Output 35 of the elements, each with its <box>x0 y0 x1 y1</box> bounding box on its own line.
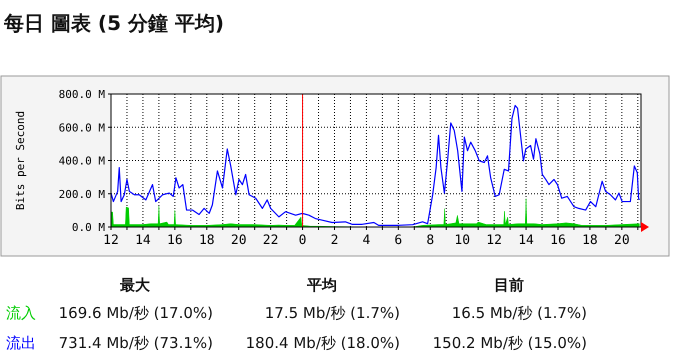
text: 最大 <box>119 276 151 294</box>
x-tick-label: 12 <box>486 233 502 248</box>
x-tick-label: 0 <box>298 233 306 248</box>
y-tick-label: 400.0 M <box>58 154 106 168</box>
x-tick-label: 14 <box>135 233 151 248</box>
text: 流出 <box>6 334 36 352</box>
x-tick-label: 8 <box>426 233 434 248</box>
text: 16.5 Mb/秒 (1.7%) <box>452 304 587 322</box>
x-tick-label: 18 <box>582 233 598 248</box>
x-tick-label: 16 <box>550 233 566 248</box>
y-tick-label: 0.0 M <box>72 221 106 234</box>
x-tick-label: 12 <box>103 233 119 248</box>
x-tick-label: 10 <box>454 233 470 248</box>
text: 150.2 Mb/秒 (15.0%) <box>432 334 587 352</box>
x-tick-label: 16 <box>167 233 183 248</box>
x-tick-label: 14 <box>518 233 534 248</box>
y-axis-title: Bits per Second <box>14 110 27 210</box>
text: 169.6 Mb/秒 (17.0%) <box>58 304 213 322</box>
y-tick-label: 200.0 M <box>58 188 106 201</box>
x-tick-label: 20 <box>614 233 630 248</box>
text: 平均 <box>306 276 337 294</box>
x-tick-label: 20 <box>230 233 247 248</box>
text: 731.4 Mb/秒 (73.1%) <box>58 334 213 352</box>
x-tick-label: 4 <box>362 233 371 248</box>
text: 目前 <box>494 276 524 294</box>
x-tick-label: 18 <box>198 233 215 248</box>
text: 17.5 Mb/秒 (1.7%) <box>264 304 400 322</box>
y-tick-label: 800.0 M <box>58 88 106 101</box>
chart-title: 每日 圖表 (5 分鐘 平均) <box>3 11 224 35</box>
text: 180.4 Mb/秒 (18.0%) <box>246 334 400 352</box>
y-tick-label: 600.0 M <box>58 121 106 134</box>
x-tick-label: 6 <box>394 233 402 248</box>
text: 流入 <box>6 304 36 322</box>
x-tick-label: 2 <box>330 233 338 248</box>
x-tick-label: 22 <box>262 233 278 248</box>
